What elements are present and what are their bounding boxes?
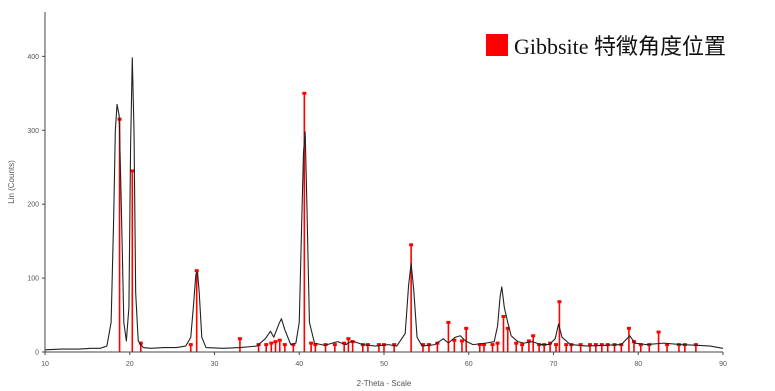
legend-label: Gibbsite 特徵角度位置 xyxy=(514,34,727,59)
diffraction-line xyxy=(44,57,724,351)
stick-marker xyxy=(554,343,559,347)
stick-marker xyxy=(277,338,282,342)
stick-marker xyxy=(526,339,531,343)
stick-marker xyxy=(332,343,337,347)
stick-marker xyxy=(656,330,661,334)
stick-marker xyxy=(665,343,670,347)
stick-marker xyxy=(537,343,542,347)
stick-marker xyxy=(501,315,506,319)
stick-marker xyxy=(346,337,351,341)
stick-marker xyxy=(626,326,631,330)
y-tick-label: 200 xyxy=(27,202,39,209)
red-stick-series xyxy=(117,91,698,352)
stick-marker xyxy=(477,343,482,347)
stick-marker xyxy=(459,339,464,343)
stick-marker xyxy=(490,343,495,347)
stick-marker xyxy=(495,341,500,345)
stick-marker xyxy=(282,343,287,347)
x-tick-label: 80 xyxy=(634,361,642,368)
stick-marker xyxy=(409,243,414,247)
x-tick-label: 40 xyxy=(295,361,303,368)
stick-marker xyxy=(188,343,193,347)
stick-marker xyxy=(237,337,242,341)
stick-marker xyxy=(578,343,583,347)
x-tick-label: 90 xyxy=(719,361,727,368)
stick-marker xyxy=(302,91,307,95)
stick-marker xyxy=(130,169,135,173)
stick-marker xyxy=(564,343,569,347)
stick-marker xyxy=(138,341,143,345)
stick-marker xyxy=(392,343,397,347)
y-tick-label: 300 xyxy=(27,128,39,135)
stick-marker xyxy=(605,343,610,347)
stick-marker xyxy=(426,343,431,347)
stick-marker xyxy=(505,326,510,330)
legend: Gibbsite 特徵角度位置 xyxy=(486,29,726,61)
x-tick-label: 10 xyxy=(41,361,49,368)
stick-marker xyxy=(520,343,525,347)
stick-marker xyxy=(313,343,318,347)
stick-marker xyxy=(264,343,269,347)
stick-marker xyxy=(309,341,314,345)
x-tick-label: 30 xyxy=(211,361,219,368)
y-axis-label: Lin (Counts) xyxy=(7,160,16,204)
stick-marker xyxy=(693,343,698,347)
stick-marker xyxy=(482,343,487,347)
stick-marker xyxy=(194,269,199,273)
stick-marker xyxy=(514,341,519,345)
stick-marker xyxy=(638,343,643,347)
stick-marker xyxy=(593,343,598,347)
stick-marker xyxy=(599,343,604,347)
diffraction-line-series xyxy=(44,57,724,351)
x-tick-label: 50 xyxy=(380,361,388,368)
y-tick-label: 100 xyxy=(27,276,39,283)
stick-marker xyxy=(531,334,536,338)
stick-marker xyxy=(342,341,347,345)
stick-marker xyxy=(587,343,592,347)
x-tick-label: 20 xyxy=(126,361,134,368)
x-tick-label: 60 xyxy=(465,361,473,368)
stick-marker xyxy=(269,341,274,345)
stick-marker xyxy=(446,320,451,324)
stick-marker xyxy=(464,326,469,330)
stick-marker xyxy=(291,343,296,347)
stick-marker xyxy=(420,343,425,347)
x-tick-label: 70 xyxy=(550,361,558,368)
stick-marker xyxy=(557,300,562,304)
y-tick-label: 0 xyxy=(35,350,39,357)
y-tick-label: 400 xyxy=(27,54,39,61)
stick-marker xyxy=(376,343,381,347)
stick-marker xyxy=(365,343,370,347)
axes: 0 100 200 300 400 10 20 30 40 50 60 70 80 90 xyxy=(27,12,727,368)
stick-marker xyxy=(452,338,457,342)
stick-marker xyxy=(273,340,278,344)
x-axis-label: 2-Theta - Scale xyxy=(357,379,412,388)
legend-swatch-red xyxy=(486,34,508,56)
